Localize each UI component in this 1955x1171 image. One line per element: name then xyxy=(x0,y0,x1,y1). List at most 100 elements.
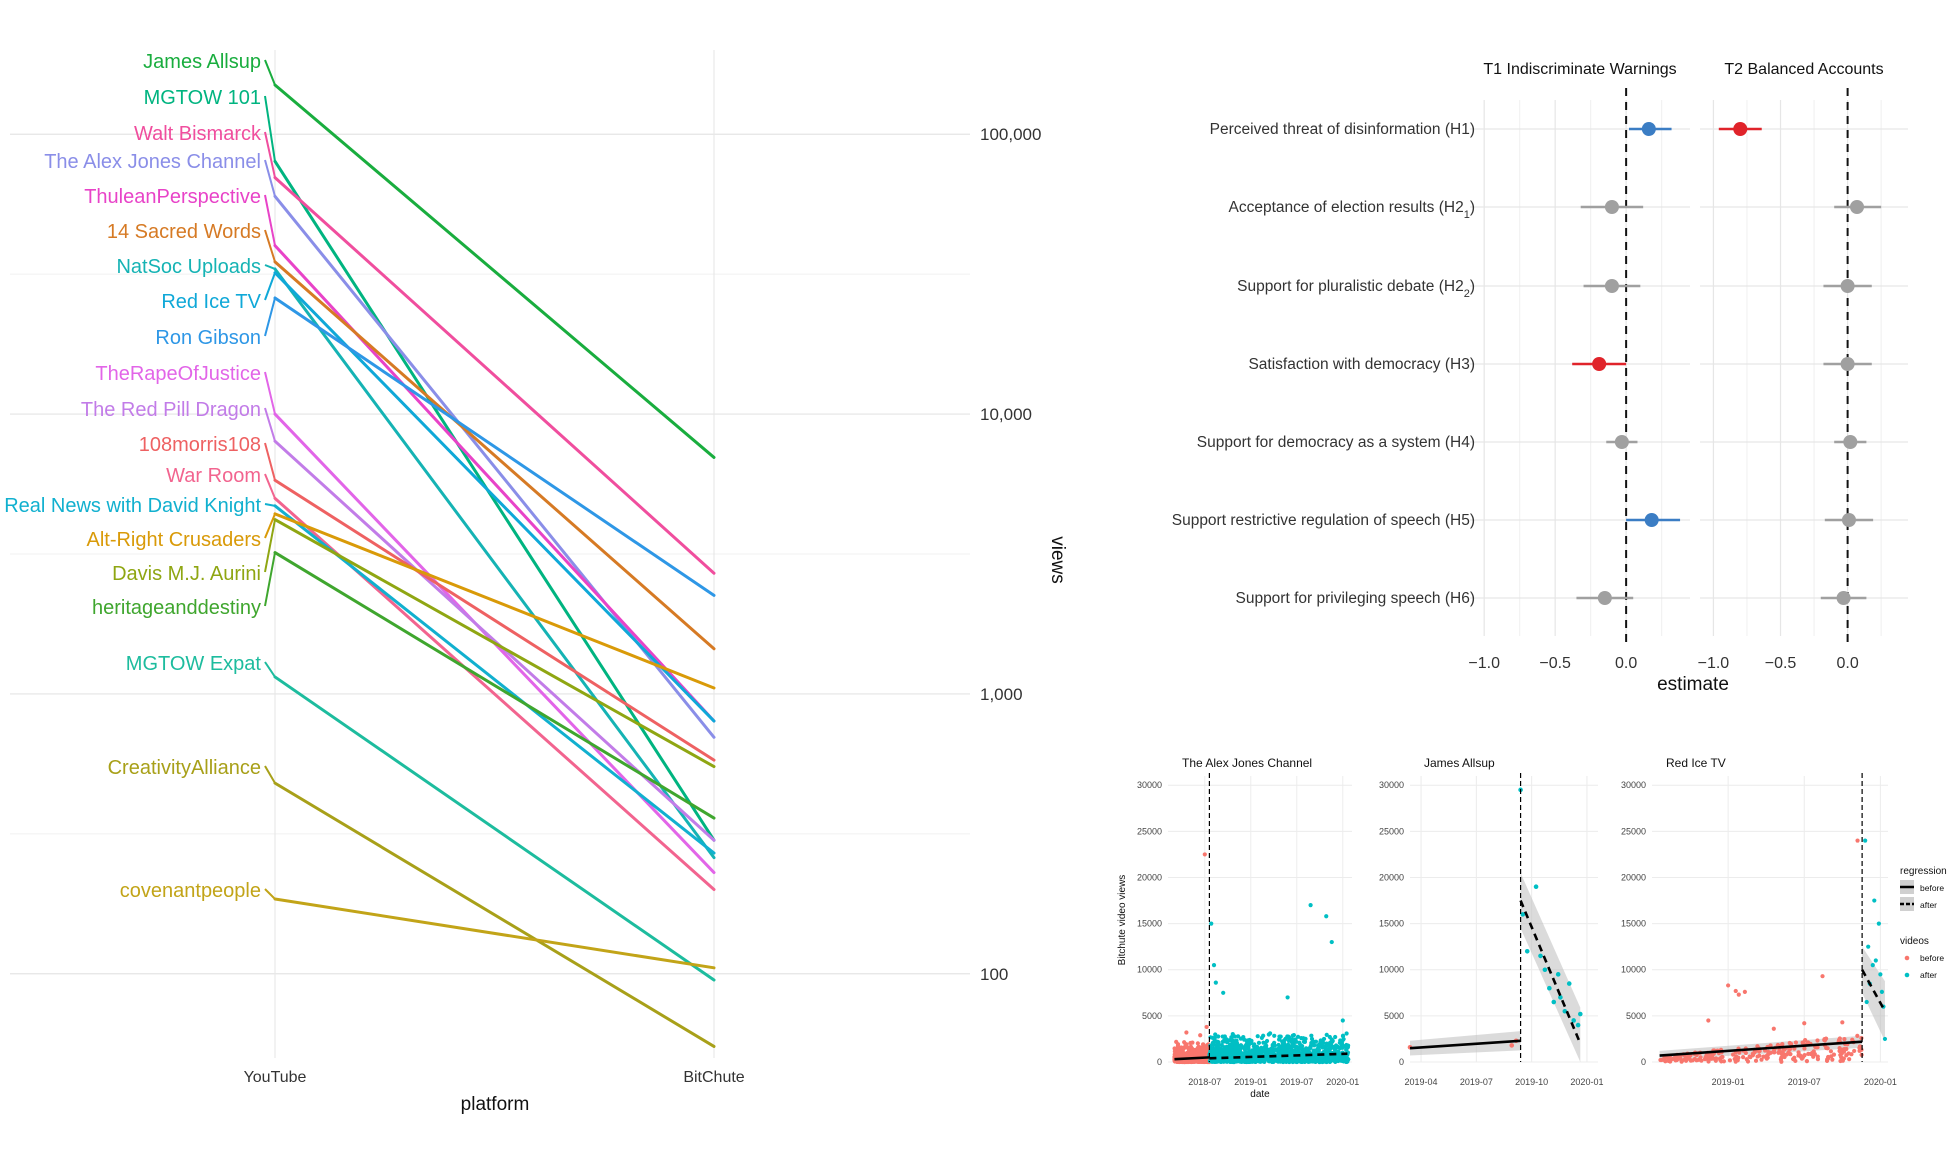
data-point-after xyxy=(1278,1034,1283,1039)
data-point-before xyxy=(1201,1047,1206,1052)
data-point-after xyxy=(1237,1044,1242,1050)
data-point-after xyxy=(1879,989,1885,994)
data-point-after xyxy=(1878,972,1883,977)
data-point-after xyxy=(1533,884,1539,890)
data-point-after xyxy=(1299,1043,1304,1049)
data-point-before xyxy=(1198,1033,1203,1038)
series-line xyxy=(273,176,716,575)
data-point-after xyxy=(1215,1039,1220,1044)
series-leader-line xyxy=(264,513,276,539)
data-point-before xyxy=(1181,1059,1186,1065)
data-point-after xyxy=(1288,1053,1293,1059)
data-point-after xyxy=(1873,958,1878,963)
data-point-before xyxy=(1182,1040,1187,1045)
data-point-before xyxy=(1200,1042,1206,1047)
data-point-after xyxy=(1334,1058,1339,1063)
data-point-before xyxy=(1766,1049,1771,1054)
series-label: ThuleanPerspective xyxy=(84,186,261,208)
y-tick-label: 10,000 xyxy=(980,405,1032,424)
data-point-after xyxy=(1538,953,1543,959)
data-point-after xyxy=(1310,1039,1316,1044)
series-leader-line xyxy=(264,59,276,86)
data-point-before xyxy=(1750,1051,1755,1056)
data-point-after xyxy=(1864,999,1869,1005)
y-tick-label: 25000 xyxy=(1379,826,1404,836)
data-point-before xyxy=(1714,1056,1719,1061)
data-point-after xyxy=(1267,1056,1272,1062)
data-point-after xyxy=(1578,1011,1583,1017)
row-label: Perceived threat of disinformation (H1) xyxy=(1210,121,1475,138)
data-point-after xyxy=(1218,1059,1223,1064)
series-leader-line xyxy=(264,371,276,415)
data-point-before xyxy=(1736,992,1741,997)
data-point-before xyxy=(1742,989,1747,994)
series-leader-line xyxy=(264,264,276,270)
data-point-after xyxy=(1210,1035,1215,1040)
data-point-after xyxy=(1345,1056,1350,1062)
panel-title: The Alex Jones Channel xyxy=(1182,756,1312,770)
data-point-after xyxy=(1251,1044,1256,1049)
data-point-after xyxy=(1325,1058,1331,1063)
series-label: 108morris108 xyxy=(139,434,261,456)
legend-label: before xyxy=(1920,953,1944,963)
regression-line-after xyxy=(1519,900,1582,1045)
data-point-after xyxy=(1259,1035,1264,1040)
data-point-before xyxy=(1780,1054,1785,1059)
data-point-before xyxy=(1740,1055,1746,1060)
data-point-after xyxy=(1344,1031,1349,1036)
regression-line-before xyxy=(1659,1040,1863,1057)
series-label: covenantpeople xyxy=(120,880,261,902)
data-point-before xyxy=(1793,1040,1799,1045)
data-point-after xyxy=(1212,1059,1217,1064)
data-point-after xyxy=(1340,1034,1346,1039)
estimate-point xyxy=(1836,591,1851,605)
data-point-after xyxy=(1520,912,1526,917)
data-point-after xyxy=(1247,1050,1252,1055)
slope-chart: 100 1,000 10,000 100,000 YouTube BitChute plat… xyxy=(4,50,1068,1115)
data-point-after xyxy=(1326,1047,1331,1052)
data-point-after xyxy=(1299,1059,1304,1064)
data-point-before xyxy=(1825,1046,1830,1051)
series-line xyxy=(273,781,716,1048)
series-leader-line xyxy=(264,519,276,573)
series-label: heritageanddestiny xyxy=(92,597,261,619)
x-tick-label: YouTube xyxy=(244,1069,307,1086)
data-point-after xyxy=(1308,903,1313,908)
series-line xyxy=(273,83,716,459)
data-point-after xyxy=(1284,1050,1289,1055)
data-point-after xyxy=(1243,1046,1249,1051)
x-axis-title: estimate xyxy=(1657,674,1729,695)
data-point-after xyxy=(1255,1034,1260,1039)
data-point-after xyxy=(1302,1059,1307,1064)
data-point-before xyxy=(1855,1033,1860,1038)
data-point-after xyxy=(1344,1047,1349,1052)
panel-title: Red Ice TV xyxy=(1666,756,1726,770)
data-point-before xyxy=(1847,1057,1852,1062)
series-label: Walt Bismarck xyxy=(134,123,262,145)
data-point-before xyxy=(1658,1057,1663,1063)
data-point-after xyxy=(1234,1038,1239,1043)
x-tick-label: 2019-07 xyxy=(1280,1077,1313,1087)
x-tick-label: −0.5 xyxy=(1765,655,1797,672)
series-leader-line xyxy=(264,297,276,337)
data-point-before xyxy=(1195,1041,1200,1046)
data-point-before xyxy=(1733,988,1738,994)
data-point-before xyxy=(1737,1050,1742,1055)
panel-title: T1 Indiscriminate Warnings xyxy=(1483,61,1676,78)
series-label: Red Ice TV xyxy=(161,291,261,313)
data-point-after xyxy=(1263,1045,1268,1050)
data-point-after xyxy=(1222,1038,1227,1043)
data-point-before xyxy=(1796,1050,1801,1055)
estimate-point xyxy=(1840,279,1855,293)
panel-title: James Allsup xyxy=(1424,756,1495,770)
data-point-after xyxy=(1304,1046,1309,1051)
row-label: Support restrictive regulation of speech… xyxy=(1172,512,1475,529)
data-point-after xyxy=(1225,1040,1230,1045)
data-point-before xyxy=(1192,1059,1197,1064)
data-point-before xyxy=(1771,1048,1777,1053)
data-point-after xyxy=(1289,1049,1294,1055)
legend-title: videos xyxy=(1900,936,1929,947)
y-tick-label: 20000 xyxy=(1621,872,1646,882)
data-point-before xyxy=(1840,1020,1845,1025)
data-point-before xyxy=(1190,1047,1195,1052)
